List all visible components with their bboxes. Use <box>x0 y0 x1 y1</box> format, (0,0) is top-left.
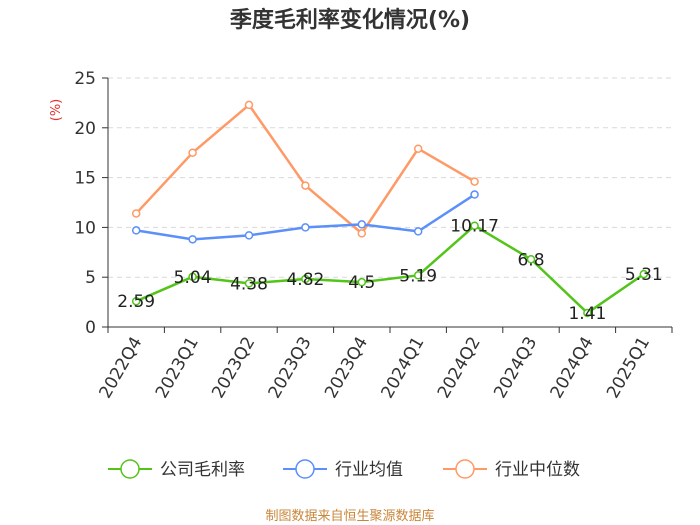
x-tick-label: 2024Q2 <box>434 333 485 401</box>
legend-label: 公司毛利率 <box>160 460 245 480</box>
data-point[interactable] <box>188 148 197 157</box>
legend-marker <box>455 459 475 479</box>
series-1 <box>131 190 479 244</box>
legend-item[interactable]: 行业中位数 <box>443 459 580 480</box>
data-point[interactable] <box>526 255 536 264</box>
data-point[interactable] <box>131 296 141 306</box>
legend[interactable]: 公司毛利率 行业均值 行业中位数 <box>108 459 580 480</box>
series-line <box>135 103 476 235</box>
data-point[interactable] <box>357 229 367 238</box>
chart-title: 季度毛利率变化情况(%) <box>230 7 470 33</box>
y-tick-label: 0 <box>85 318 96 338</box>
data-point[interactable] <box>301 181 310 190</box>
data-point[interactable] <box>188 235 197 244</box>
y-tick-label: 20 <box>74 119 96 139</box>
data-label: 5.04 <box>174 268 212 288</box>
data-label: 1.41 <box>568 304 606 324</box>
data-point[interactable] <box>131 209 141 218</box>
source-note: 制图数据来自恒生聚源数据库 <box>265 508 434 524</box>
legend-marker <box>295 459 315 479</box>
x-tick-label: 2023Q4 <box>321 334 372 402</box>
legend-item[interactable]: 公司毛利率 <box>108 459 245 480</box>
legend-marker <box>120 459 140 479</box>
x-tick-label: 2025Q1 <box>603 334 654 402</box>
data-point[interactable] <box>244 279 254 288</box>
y-tick-label: 25 <box>74 69 96 89</box>
x-tick-label: 2023Q2 <box>208 334 259 402</box>
data-point[interactable] <box>413 144 423 153</box>
x-tick-label: 2022Q4 <box>95 334 146 402</box>
data-point[interactable] <box>470 177 479 186</box>
x-tick-label: 2024Q4 <box>547 334 598 402</box>
series-line <box>136 193 476 241</box>
data-point[interactable] <box>413 271 423 280</box>
grid-lines <box>108 77 672 278</box>
data-point[interactable] <box>131 226 141 235</box>
data-point[interactable] <box>357 277 367 287</box>
y-tick-label: 5 <box>85 268 96 288</box>
data-point[interactable] <box>470 190 479 199</box>
data-label: 4.38 <box>230 274 268 294</box>
data-label: 5.31 <box>625 265 663 285</box>
data-point[interactable] <box>639 269 649 279</box>
data-point[interactable] <box>583 308 592 318</box>
legend-label: 行业均值 <box>335 460 403 480</box>
data-label: 10.17 <box>450 217 499 237</box>
x-tick-label: 2023Q1 <box>152 334 203 402</box>
x-tick-label: 2024Q1 <box>377 334 428 402</box>
data-point[interactable] <box>470 221 479 230</box>
data-label: 2.59 <box>117 292 155 312</box>
series-group <box>131 100 649 318</box>
x-tick-label: 2023Q3 <box>265 334 316 402</box>
y-tick-label: 10 <box>74 218 96 238</box>
data-labels: 2.59 5.04 4.38 4.82 4.5 5.19 10.17 6.8 1.41 5.31 <box>117 217 662 324</box>
data-label: 4.5 <box>348 273 375 293</box>
data-point[interactable] <box>301 223 310 232</box>
data-point[interactable] <box>188 272 197 282</box>
legend-label: 行业中位数 <box>495 460 580 480</box>
series-0 <box>131 221 649 318</box>
data-point[interactable] <box>244 100 254 110</box>
data-point[interactable] <box>301 274 310 284</box>
y-tick-labels: 0 5 10 15 20 25 <box>74 69 96 338</box>
axes <box>102 77 673 333</box>
data-point[interactable] <box>244 231 254 240</box>
data-label: 6.8 <box>517 250 544 270</box>
data-label: 5.19 <box>399 266 437 286</box>
series-2 <box>131 100 479 238</box>
legend-item[interactable]: 行业均值 <box>283 459 403 480</box>
data-point[interactable] <box>357 220 367 229</box>
x-tick-label: 2024Q3 <box>490 334 541 402</box>
y-tick-label: 15 <box>74 169 96 189</box>
y-axis-unit: (%) <box>49 99 64 122</box>
series-line <box>135 224 645 315</box>
data-point[interactable] <box>413 227 423 236</box>
x-tick-labels: 2022Q4 2023Q1 2023Q2 2023Q3 2023Q4 2024Q1 2024… <box>95 333 654 401</box>
data-label: 4.82 <box>286 270 324 290</box>
